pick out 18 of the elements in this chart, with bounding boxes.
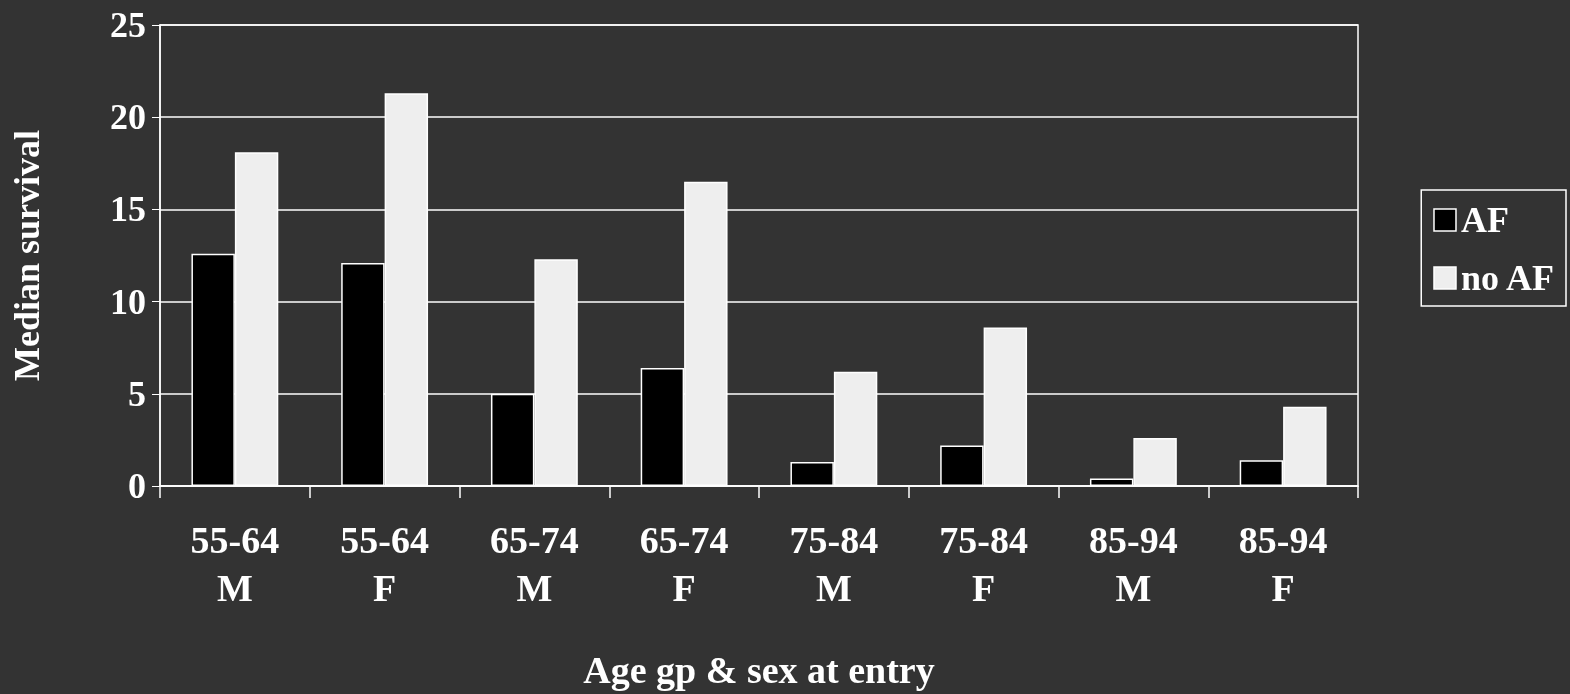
x-tick-label: 85-94 F [1238,519,1328,609]
y-tick-label: 15 [110,189,146,230]
y-tick-label: 10 [110,281,146,322]
y-tick-label: 5 [128,373,146,414]
y-tick-label: 25 [110,5,146,45]
y-axis-title: Median survival [7,129,47,382]
x-tick-label: 65-74 F [639,519,729,609]
x-axis-title: Age gp & sex at entry [583,649,935,691]
x-tick-label: 55-64 M [190,519,280,609]
x-tick-label: 75-84 M [789,519,879,609]
x-tick-label: 75-84 F [939,519,1028,609]
legend-label: no AF [1460,258,1555,298]
y-tick-label: 20 [110,97,146,138]
x-tick-label: 85-94 M [1089,519,1178,609]
y-tick-label: 0 [128,466,146,506]
x-tick-label: 65-74 M [490,519,579,609]
legend-label: AF [1460,200,1509,240]
x-tick-label: 55-64 F [340,519,429,609]
